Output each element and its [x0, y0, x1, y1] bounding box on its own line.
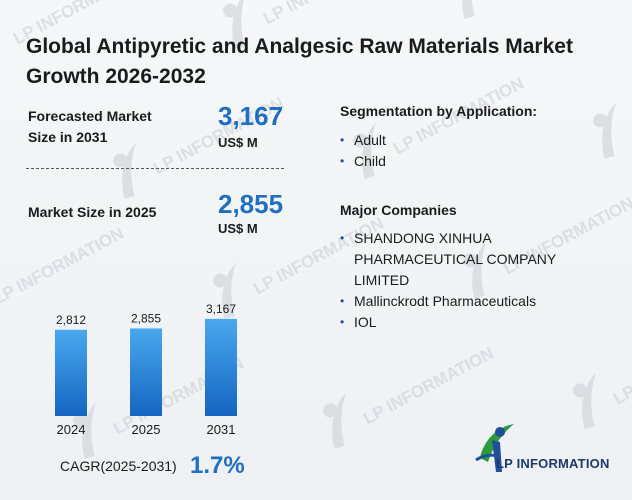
list-item: • Child — [340, 153, 386, 169]
bar-value-label: 3,167 — [206, 302, 236, 316]
forecast-label-line1: Forecasted Market — [28, 108, 152, 124]
list-item: • Mallinckrodt Pharmaceuticals — [340, 293, 537, 309]
cagr-value: 1.7% — [190, 452, 245, 479]
forecast-label: Forecasted Market Size in 2031 — [28, 106, 152, 148]
bar-value-label: 2,812 — [56, 313, 86, 327]
cagr-label: CAGR(2025-2031) — [60, 458, 177, 474]
forecast-label-line2: Size in 2031 — [28, 129, 108, 145]
svg-text:LP INFORMATION: LP INFORMATION — [360, 344, 497, 429]
bar-chart: 2,812 2024 2,855 2025 3,167 2031 — [55, 302, 237, 437]
forecast-unit: US$ M — [218, 135, 258, 150]
lp-logo-icon — [475, 424, 514, 472]
companies-list: • SHANDONG XINHUA PHARMACEUTICAL COMPANY … — [340, 228, 580, 333]
segmentation-list: • Adult • Child — [340, 130, 610, 172]
forecast-value: 3,167 — [218, 101, 284, 131]
segmentation-heading: Segmentation by Application: — [340, 103, 538, 119]
svg-text:LP INFORMATION: LP INFORMATION — [610, 324, 632, 409]
current-label: Market Size in 2025 — [28, 204, 157, 220]
page-title: Global Antipyretic and Analgesic Raw Mat… — [26, 35, 573, 88]
watermark-tile: LP INFORMATION — [462, 0, 476, 19]
companies-heading: Major Companies — [340, 202, 457, 218]
svg-text:LP INFORMATION: LP INFORMATION — [260, 0, 397, 28]
bar-2024 — [55, 329, 87, 416]
x-tick-label: 2024 — [57, 422, 86, 437]
bar-2031 — [205, 318, 237, 416]
list-item: • SHANDONG XINHUA PHARMACEUTICAL COMPANY … — [340, 230, 556, 288]
x-tick-label: 2031 — [207, 422, 236, 437]
current-unit: US$ M — [218, 221, 258, 236]
current-value: 2,855 — [218, 189, 284, 219]
list-item: • IOL — [340, 314, 377, 330]
bar-value-label: 2,855 — [131, 311, 161, 325]
logo-text: LP INFORMATION — [496, 456, 610, 471]
bar-2025 — [130, 328, 162, 416]
list-item: • Adult — [340, 132, 386, 148]
metrics-divider — [26, 168, 284, 169]
x-tick-label: 2025 — [132, 422, 161, 437]
